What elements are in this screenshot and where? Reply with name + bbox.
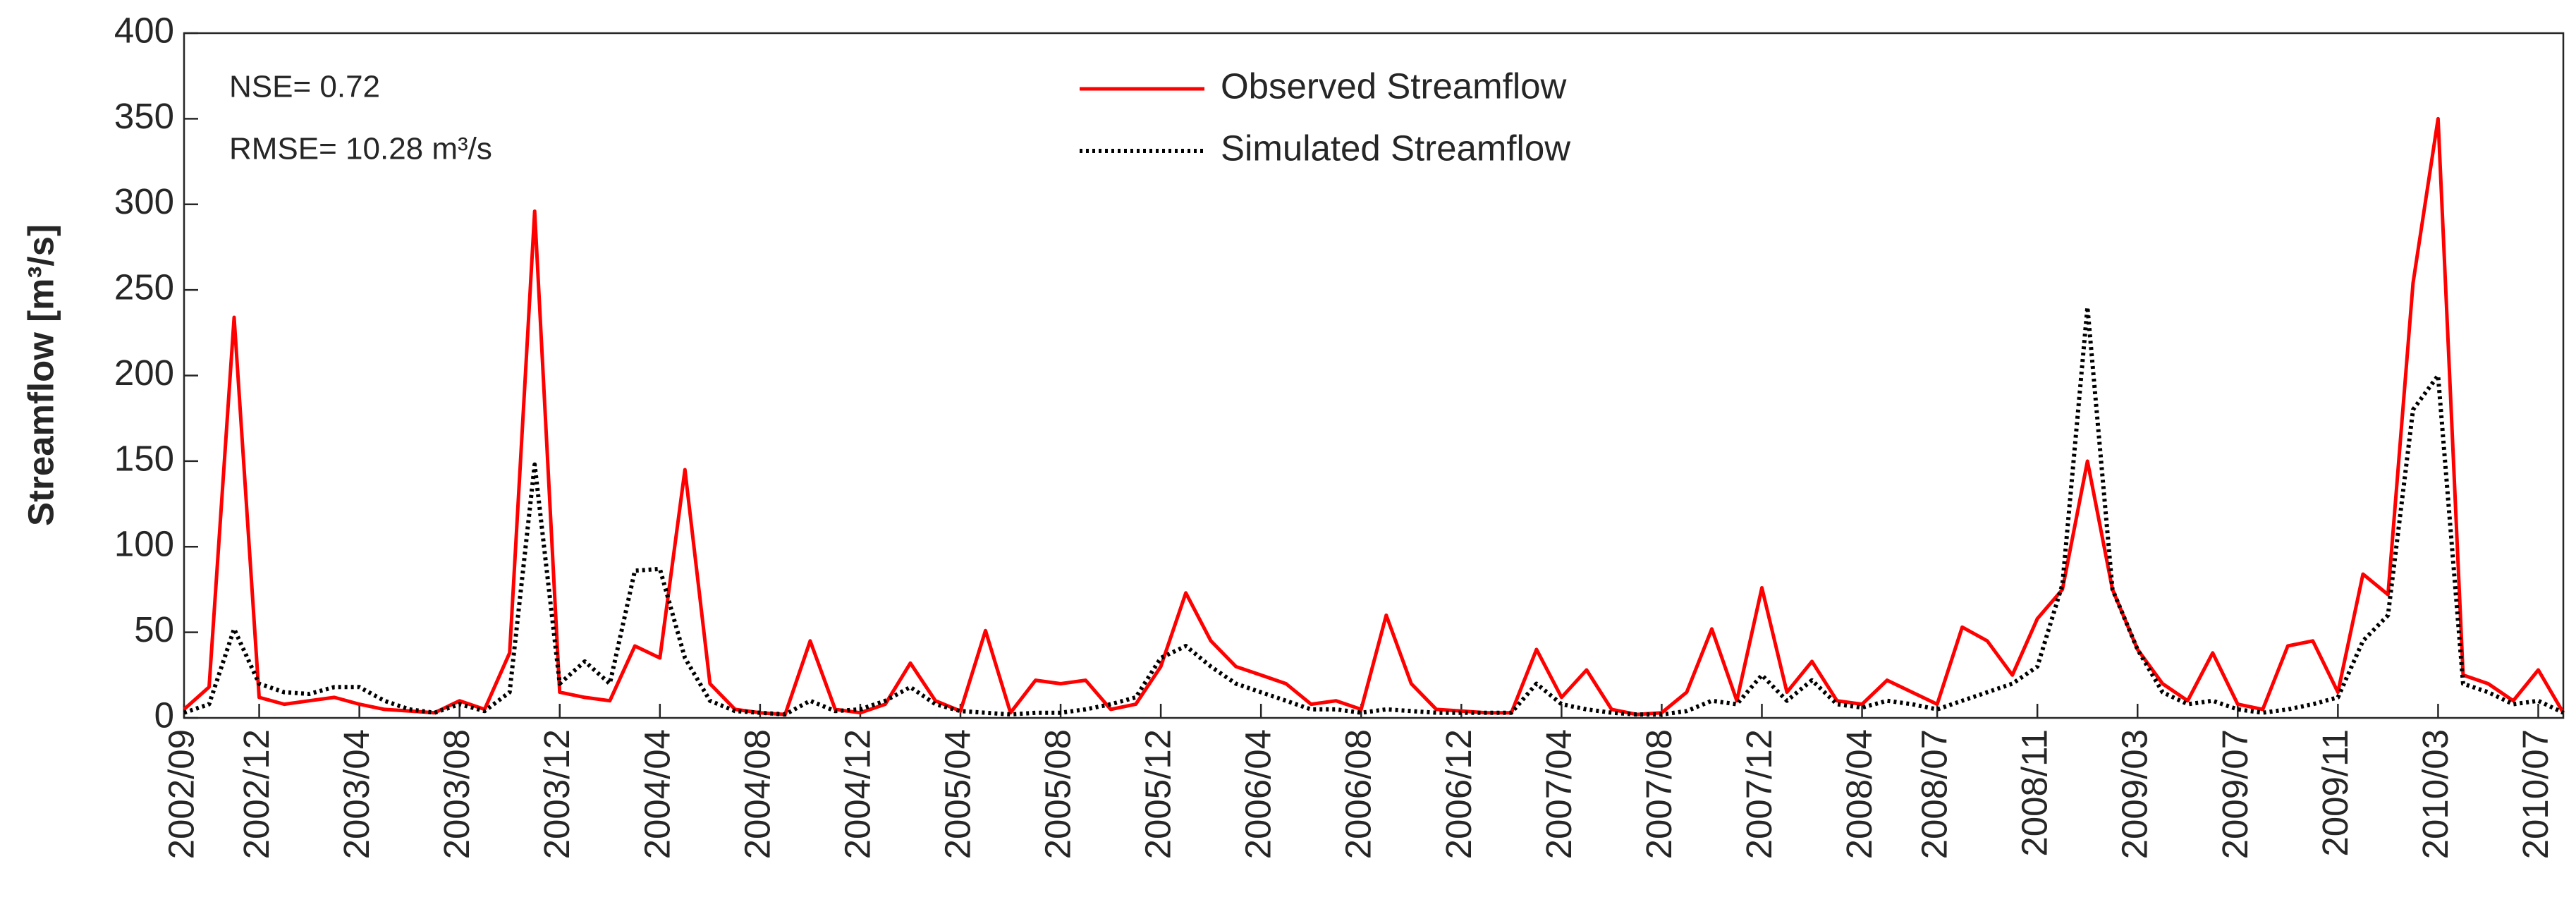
series-line	[183, 116, 2565, 716]
x-tick-label: 2009/07	[2215, 729, 2255, 859]
y-tick-label: 400	[114, 10, 174, 50]
x-tick-label: 2005/08	[1038, 729, 1078, 859]
x-tick-label: 2003/08	[437, 729, 477, 859]
x-tick-label: 2002/09	[161, 729, 201, 859]
x-tick-label: 2004/08	[737, 729, 777, 859]
x-tick-label: 2005/12	[1138, 729, 1178, 859]
y-tick-label: 350	[114, 96, 174, 136]
legend-label: Simulated Streamflow	[1221, 128, 1570, 168]
y-tick-label: 50	[134, 609, 174, 649]
x-tick-label: 2003/04	[336, 729, 377, 859]
x-tick-label: 2010/07	[2515, 729, 2556, 859]
legend-label: Observed Streamflow	[1221, 66, 1567, 106]
x-tick-label: 2008/11	[2015, 729, 2055, 857]
x-tick-label: 2005/04	[937, 729, 977, 859]
x-tick-label: 2007/04	[1539, 729, 1579, 859]
y-tick-label: 0	[154, 695, 174, 735]
x-tick-label: 2008/07	[1915, 729, 1955, 859]
x-tick-label: 2009/03	[2115, 729, 2155, 859]
x-tick-label: 2007/12	[1739, 729, 1779, 859]
x-tick-label: 2002/12	[236, 729, 276, 859]
x-tick-label: 2003/12	[537, 729, 577, 859]
annotation: RMSE= 10.28 m³/s	[229, 132, 492, 166]
annotation: NSE= 0.72	[229, 70, 380, 104]
x-tick-label: 2004/04	[637, 729, 677, 859]
y-axis-label: Streamflow [m³/s]	[20, 224, 61, 526]
x-tick-label: 2006/04	[1238, 729, 1278, 859]
y-tick-label: 250	[114, 267, 174, 307]
x-tick-label: 2008/04	[1839, 729, 1879, 859]
x-tick-label: 2010/03	[2415, 729, 2455, 859]
y-tick-label: 300	[114, 181, 174, 221]
x-tick-label: 2006/12	[1439, 729, 1479, 859]
x-tick-label: 2007/08	[1639, 729, 1679, 859]
x-tick-label: 2004/12	[837, 729, 877, 859]
x-tick-label: 2009/11	[2315, 729, 2355, 857]
y-tick-label: 100	[114, 524, 174, 564]
y-tick-label: 200	[114, 353, 174, 393]
series-line	[183, 305, 2565, 717]
y-tick-label: 150	[114, 438, 174, 478]
x-tick-label: 2006/08	[1338, 729, 1379, 859]
